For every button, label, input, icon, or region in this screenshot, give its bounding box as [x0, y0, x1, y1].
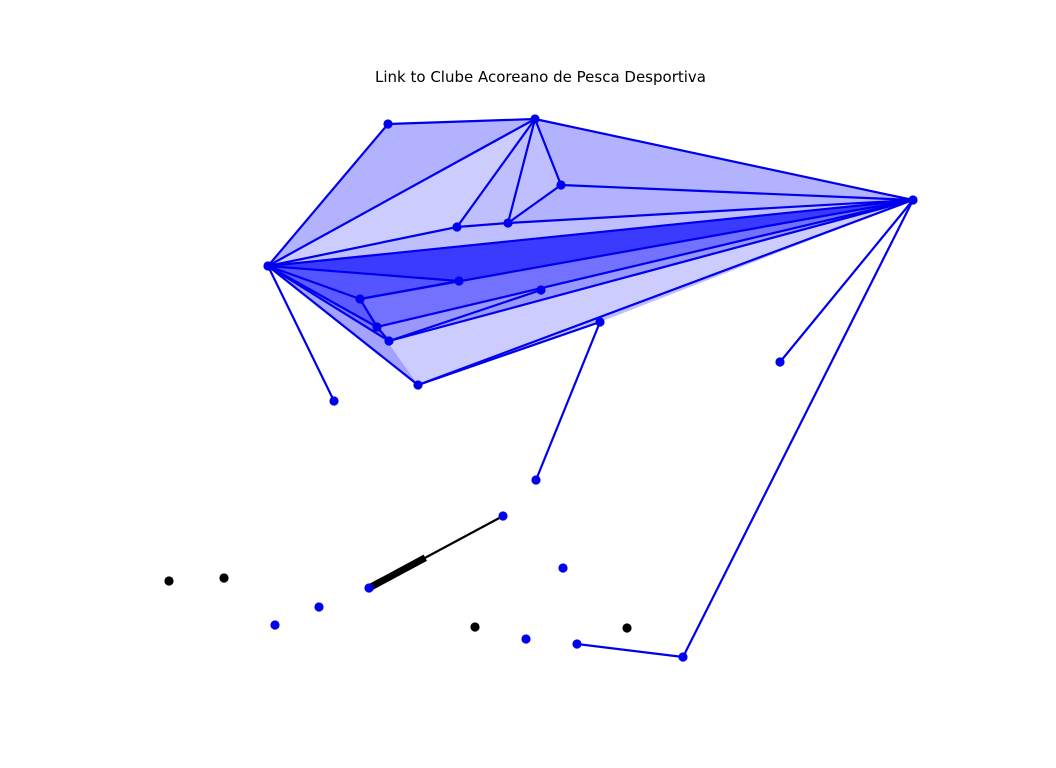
face-13	[268, 200, 913, 385]
node-n15	[329, 396, 339, 406]
edge-n9-n11	[359, 298, 378, 328]
edge-n6-n7	[456, 221, 509, 229]
node-n24	[678, 652, 688, 662]
edge-n2-n3	[534, 117, 914, 202]
edge-n2-n5	[533, 118, 563, 186]
edge-n4-n14	[267, 265, 419, 386]
face-11	[268, 200, 913, 327]
node-n8	[454, 276, 464, 286]
face-10	[268, 200, 913, 299]
edge-n9-n3	[359, 198, 914, 301]
edge-n14-n3	[417, 198, 914, 387]
node-n29	[622, 623, 632, 633]
edge-n5-n7	[507, 184, 562, 224]
edge-arrowhead-n18-n21	[367, 554, 427, 592]
edge-n3-n17	[779, 199, 914, 363]
edges-layer	[267, 117, 914, 659]
node-n14	[413, 380, 423, 390]
node-n28	[470, 622, 480, 632]
node-n26	[164, 576, 174, 586]
face-12	[268, 200, 913, 341]
node-n21	[364, 583, 374, 593]
node-n22	[270, 620, 280, 630]
edge-n12-n10	[388, 288, 542, 343]
nodes-layer	[164, 114, 918, 662]
edge-n3-n24	[682, 199, 914, 658]
edge-n2-n6	[456, 118, 536, 228]
node-n19	[558, 563, 568, 573]
node-n16	[531, 475, 541, 485]
edge-n4-n9	[267, 264, 361, 301]
edge-n4-n3	[267, 198, 914, 268]
edge-n5-n3	[560, 183, 914, 202]
node-n20	[314, 602, 324, 612]
node-n10	[536, 285, 546, 295]
edge-n13-n16	[534, 321, 602, 481]
edge-n2-n7	[506, 118, 537, 224]
node-n2	[530, 114, 540, 124]
edge-n1-n2	[387, 117, 536, 126]
node-n1	[383, 119, 393, 129]
node-n17	[775, 357, 785, 367]
node-n23	[572, 639, 582, 649]
edge-n24-n23	[576, 642, 684, 659]
node-n5	[556, 180, 566, 190]
edge-n4-n15	[267, 265, 335, 402]
face-4	[508, 119, 561, 223]
edge-n11-n3	[376, 198, 914, 329]
node-n12	[384, 336, 394, 346]
node-n7	[503, 218, 513, 228]
edge-n4-n8	[267, 264, 460, 283]
node-n27	[219, 573, 229, 583]
node-n11	[372, 322, 382, 332]
edge-n7-n3	[507, 198, 914, 225]
edge-n12-n3	[388, 198, 914, 343]
edge-n1-n4	[267, 123, 389, 267]
edge-n4-n12	[267, 265, 390, 342]
edge-n4-n6	[267, 225, 458, 268]
node-n9	[355, 294, 365, 304]
node-n18	[498, 511, 508, 521]
edge-n2-n4	[267, 118, 536, 267]
graph-title: Link to Clube Acoreano de Pesca Desporti…	[375, 68, 706, 86]
node-n6	[452, 222, 462, 232]
face-9	[268, 200, 913, 281]
node-n3	[908, 195, 918, 205]
node-n4	[263, 261, 273, 271]
face-6	[508, 185, 913, 223]
node-n25	[521, 634, 531, 644]
node-n13	[595, 317, 605, 327]
